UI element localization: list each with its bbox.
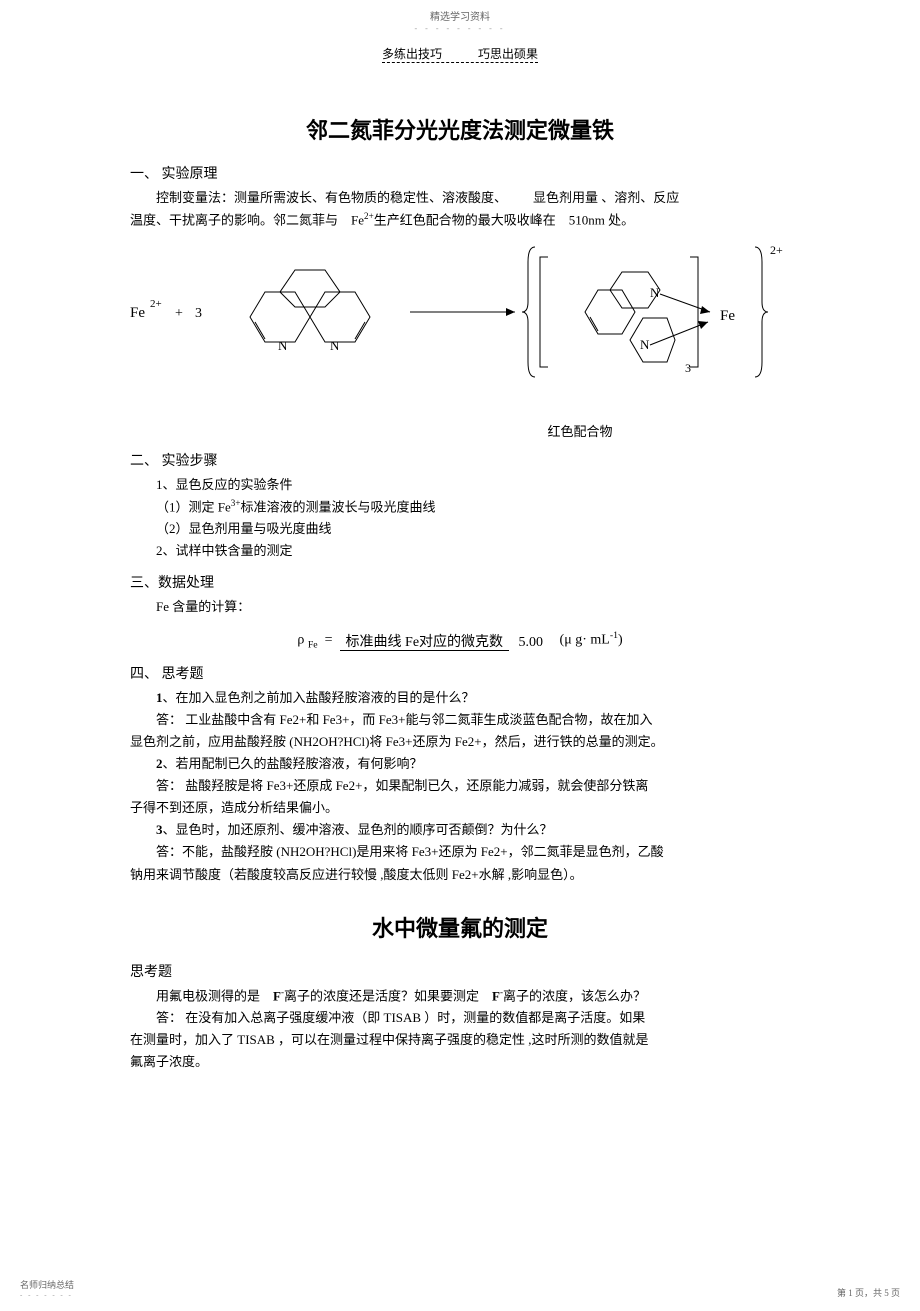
q3t: 、显色时，加还原剂、缓冲溶液、显色剂的顺序可否颠倒？为什么？ [163,822,553,837]
q3: 3、显色时，加还原剂、缓冲溶液、显色剂的顺序可否颠倒？为什么？ [130,819,790,841]
s2i11a: （1）测定 Fe [156,499,231,514]
s1-para2: 温度、干扰离子的影响。邻二氮菲与 Fe2+生产红色配合物的最大吸收峰在 510nm … [130,209,790,231]
a3b: 钠用来调节酸度（若酸度较高反应进行较慢 ,酸度太低则 Fe2+水解 ,影响显色）… [130,864,790,886]
s1p2sup: 2+ [364,211,374,221]
s2-item1-1: （1）测定 Fe3+标准溶液的测量波长与吸光度曲线 [156,496,790,518]
footer-left-text: 名师归纳总结 [20,1278,74,1291]
rho-sub: Fe [308,640,318,651]
s2-item1-2: （2）显色剂用量与吸光度曲线 [156,518,790,540]
section1-heading: 一、 实验原理 [130,163,790,183]
header-sub-wrap: 多练出技巧 巧思出硕果 [0,33,920,63]
rho: ρ [297,633,304,648]
header-dots: - - - - - - - - - [0,24,920,33]
svg-text:3: 3 [685,361,691,375]
content: 邻二氮菲分光光度法测定微量铁 一、 实验原理 控制变量法：测量所需波长、有色物质… [0,113,920,1073]
a2a: 答： 盐酸羟胺是将 Fe3+还原成 Fe2+，如果配制已久，还原能力减弱，就会使… [130,775,790,797]
a2b: 子得不到还原，造成分析结果偏小。 [130,797,790,819]
s1p2b: Fe [351,212,364,227]
section2-heading: 二、 实验步骤 [130,450,790,470]
s5qb: 离子的浓度还是活度？如果要测定 [284,988,479,1003]
title-1: 邻二氮菲分光光度法测定微量铁 [130,113,790,145]
s1p2c: 生产红色配合物的最大吸收峰在 [374,212,556,227]
svg-text:Fe: Fe [720,308,735,324]
s3-sub: Fe 含量的计算： [156,596,790,618]
s5qa: 用氟电极测得的是 [156,988,260,1003]
footer-right: 第 1 页，共 5 页 [837,1286,900,1299]
s2i11b: 标准溶液的测量波长与吸光度曲线 [240,499,435,514]
frac-bot: 5.00 [513,635,550,650]
header-subtitle: 多练出技巧 巧思出硕果 [382,45,538,63]
unit-end: ) [618,633,623,648]
section3-heading: 三、数据处理 [130,572,790,592]
section5-heading: 思考题 [130,961,790,981]
q2t: 、若用配制已久的盐酸羟胺溶液，有何影响？ [163,756,423,771]
s5aa: 答： 在没有加入总离子强度缓冲液（即 TISAB ）时，测量的数值都是离子活度。… [130,1007,790,1029]
s2-item2: 2、试样中铁含量的测定 [156,540,790,562]
s1p2a: 温度、干扰离子的影响。邻二氮菲与 [130,212,338,227]
svg-text:N: N [640,337,650,352]
svg-text:Fe: Fe [130,305,145,321]
s5q: 用氟电极测得的是F-离子的浓度还是活度？如果要测定F-离子的浓度，该怎么办？ [130,985,790,1007]
a3a: 答：不能，盐酸羟胺 (NH2OH?HCl)是用来将 Fe3+还原为 Fe2+，邻… [130,841,790,863]
s5qf1: F [273,988,281,1003]
a1b: 显色剂之前，应用盐酸羟胺 (NH2OH?HCl)将 Fe3+还原为 Fe2+，然… [130,731,790,753]
a1a: 答： 工业盐酸中含有 Fe2+和 Fe3+，而 Fe3+能与邻二氮菲生成淡蓝色配… [130,709,790,731]
s5qc: 离子的浓度，该怎么办？ [503,988,646,1003]
s1p1b: 显色剂用量 、溶剂、反应 [533,190,679,205]
s1p2d: 510nm 处。 [569,212,634,227]
unit-sup: -1 [610,630,618,641]
q1t: 、在加入显色剂之前加入盐酸羟胺溶液的目的是什么？ [163,690,475,705]
q1: 1、在加入显色剂之前加入盐酸羟胺溶液的目的是什么？ [130,687,790,709]
header-small-text: 精选学习资料 [0,8,920,23]
footer-left: 名师归纳总结 - - - - - - - [20,1278,74,1299]
diagram-caption: 红色配合物 [370,421,790,440]
s2i11sup: 3+ [231,498,241,508]
formula: ρ Fe = 标准曲线 Fe对应的微克数 5.00 (μ g· mL-1) [130,630,790,650]
section4-heading: 四、 思考题 [130,663,790,683]
unit: (μ g· mL [560,633,610,648]
title-2: 水中微量氟的测定 [130,911,790,943]
s2-item1: 1、显色反应的实验条件 [156,474,790,496]
svg-text:2+: 2+ [150,298,162,310]
svg-text:3: 3 [195,306,202,321]
svg-text:N: N [650,285,660,300]
s1-para1: 控制变量法：测量所需波长、有色物质的稳定性、溶液酸度、 显色剂用量 、溶剂、反应 [130,187,790,209]
svg-text:N: N [330,338,340,353]
svg-text:2+: 2+ [770,243,783,257]
s5ac: 氟离子浓度。 [130,1051,790,1073]
s5qf2: F [492,988,500,1003]
svg-text:N: N [278,338,288,353]
s5ab: 在测量时，加入了 TISAB ，可以在测量过程中保持离子强度的稳定性 ,这时所测… [130,1029,790,1051]
eq: = [325,633,333,648]
chemical-diagram: Fe 2+ + 3 N N [130,242,790,440]
q2: 2、若用配制已久的盐酸羟胺溶液，有何影响？ [130,753,790,775]
svg-text:+: + [175,306,183,321]
frac-top: 标准曲线 Fe对应的微克数 [340,635,510,651]
footer-left-dots: - - - - - - - [20,1291,74,1299]
s1p1a: 控制变量法：测量所需波长、有色物质的稳定性、溶液酸度、 [156,190,507,205]
